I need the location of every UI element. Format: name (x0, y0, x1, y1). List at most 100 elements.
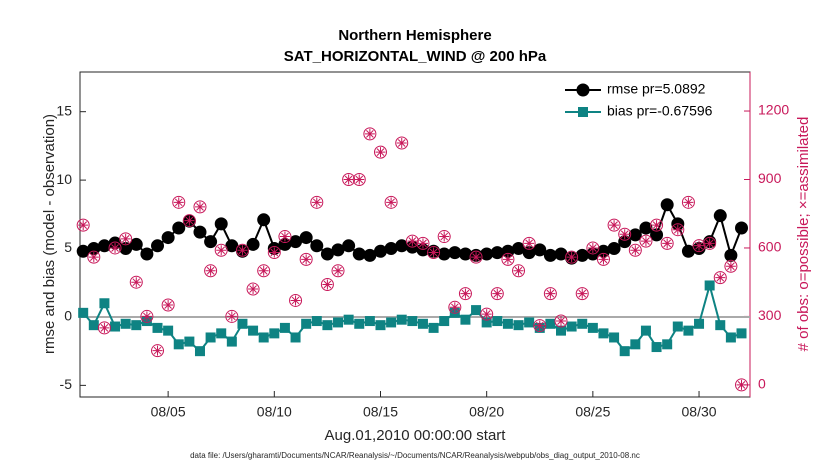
point (427, 246, 441, 260)
point (396, 137, 407, 148)
point (386, 317, 397, 328)
point (163, 300, 174, 311)
point (598, 254, 609, 265)
y2-tick-label: 300 (758, 307, 782, 323)
point (78, 307, 89, 318)
point (607, 218, 621, 232)
point (129, 237, 143, 251)
point (736, 328, 747, 339)
point (619, 346, 630, 357)
point (683, 325, 694, 336)
point (554, 314, 568, 328)
point (173, 197, 184, 208)
point (279, 231, 290, 242)
point (76, 218, 90, 232)
point (152, 322, 163, 333)
point (141, 311, 152, 322)
point (120, 233, 131, 244)
y2-tick-label: 0 (758, 376, 766, 392)
y-tick-label: 0 (64, 308, 72, 324)
point (628, 228, 642, 242)
point (214, 217, 228, 231)
point (522, 236, 536, 250)
point (543, 248, 557, 262)
point (417, 318, 428, 329)
point (88, 320, 99, 331)
point (566, 321, 577, 332)
point (194, 201, 205, 212)
point (204, 264, 218, 278)
point (364, 128, 375, 139)
x-axis-label: Aug.01,2010 00:00:00 start (325, 427, 507, 444)
point (120, 318, 131, 329)
point (299, 252, 313, 266)
point (193, 200, 207, 214)
point (299, 231, 313, 245)
point (333, 317, 344, 328)
point (469, 250, 483, 264)
point (416, 236, 430, 250)
point (161, 231, 175, 245)
point (204, 235, 218, 249)
point (630, 339, 641, 350)
point (322, 320, 333, 331)
point (704, 238, 715, 249)
point (396, 314, 407, 325)
point (713, 209, 727, 223)
point (651, 220, 662, 231)
legend-marker (578, 107, 588, 117)
point (161, 298, 175, 312)
point (151, 344, 165, 358)
point (640, 236, 651, 247)
point (651, 342, 662, 353)
point (428, 322, 439, 333)
point (492, 316, 503, 327)
point (405, 234, 419, 248)
point (471, 252, 482, 263)
point (172, 195, 186, 209)
point (437, 247, 451, 261)
point (364, 316, 375, 327)
point (448, 300, 462, 314)
point (131, 277, 142, 288)
point (354, 174, 365, 185)
point (363, 127, 377, 141)
point (512, 264, 526, 278)
point (715, 320, 726, 331)
legend-marker (576, 83, 590, 97)
point (577, 318, 588, 329)
point (301, 318, 312, 329)
point (607, 242, 621, 256)
point (522, 246, 536, 260)
point (577, 288, 588, 299)
point (290, 295, 301, 306)
point (639, 234, 653, 248)
point (587, 242, 598, 253)
x-tick-label: 08/15 (363, 404, 398, 420)
point (301, 254, 312, 265)
point (76, 244, 90, 258)
point (628, 243, 642, 257)
point (407, 316, 418, 327)
point (184, 336, 195, 347)
y-tick-label: -5 (60, 376, 73, 392)
point (373, 145, 387, 159)
point (492, 288, 503, 299)
point (354, 318, 365, 329)
point (662, 238, 673, 249)
point (449, 302, 460, 313)
y2-tick-label: 600 (758, 239, 782, 255)
point (87, 250, 101, 264)
point (735, 221, 749, 235)
point (99, 322, 110, 333)
point (672, 321, 683, 332)
point (237, 318, 248, 329)
y2-tick-label: 900 (758, 170, 782, 186)
point (97, 239, 111, 253)
point (129, 275, 143, 289)
legend: rmse pr=5.0892 bias pr=-0.67596 (565, 81, 713, 119)
point (333, 265, 344, 276)
point (598, 328, 609, 339)
footnote: data file: /Users/gharamti/Documents/NCA… (190, 451, 640, 460)
point (533, 319, 547, 333)
